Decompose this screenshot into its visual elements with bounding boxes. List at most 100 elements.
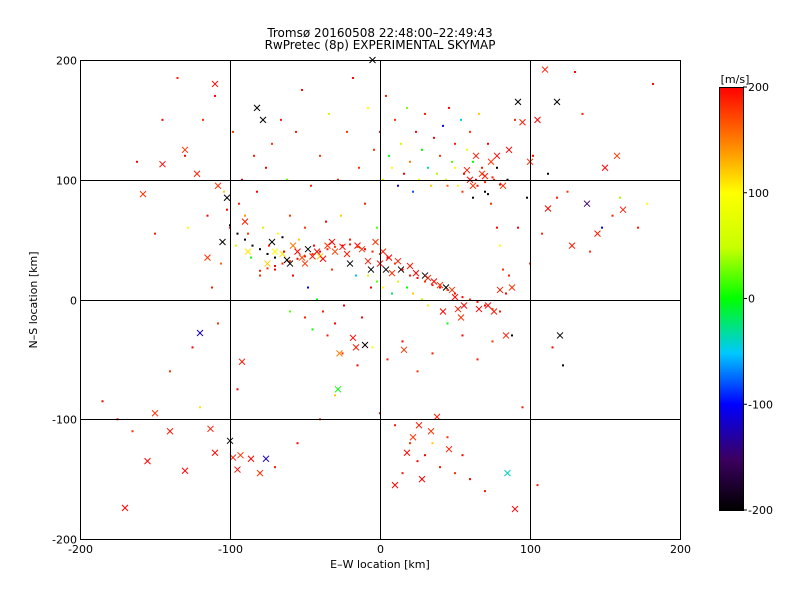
data-point-dot — [401, 268, 404, 271]
data-point-dot — [416, 276, 419, 279]
data-point-x — [583, 200, 591, 208]
data-point-x — [336, 350, 343, 357]
data-point-dot — [439, 286, 441, 289]
data-point-x — [544, 205, 552, 212]
data-point-x — [204, 254, 211, 261]
data-point-dot — [409, 442, 411, 445]
data-point-dot — [355, 274, 357, 277]
data-point-dot — [289, 260, 291, 263]
data-point-x — [207, 425, 214, 433]
data-point-x — [412, 269, 420, 277]
data-point-dot — [386, 358, 389, 361]
data-point-dot — [236, 232, 239, 235]
data-point-dot — [391, 292, 393, 295]
data-point-dot — [511, 334, 513, 337]
data-point-dot — [532, 154, 534, 157]
data-point-x — [568, 242, 576, 249]
data-point-dot — [370, 286, 372, 289]
data-point-dot — [430, 184, 432, 187]
data-point-dot — [466, 148, 468, 151]
data-point-dot — [493, 178, 495, 181]
data-point-dot — [499, 310, 501, 313]
data-point-dot — [397, 184, 399, 187]
data-point-dot — [311, 328, 314, 331]
data-point-x — [553, 98, 561, 106]
data-point-x — [328, 238, 336, 246]
data-point-dot — [547, 172, 549, 175]
data-point-dot — [274, 264, 276, 267]
colorbar-label: [m/s] — [721, 73, 750, 86]
data-point-dot — [199, 406, 201, 409]
data-point-dot — [394, 424, 396, 427]
data-point-dot — [349, 238, 351, 241]
data-point-dot — [271, 142, 273, 145]
data-point-dot — [376, 226, 378, 229]
data-point-x — [259, 116, 267, 124]
data-point-dot — [490, 202, 492, 205]
data-point-x — [382, 266, 390, 273]
data-point-x — [253, 104, 261, 112]
data-point-dot — [445, 178, 447, 181]
data-point-dot — [259, 248, 261, 251]
data-point-x — [427, 427, 435, 435]
data-point-dot — [406, 106, 408, 109]
data-point-dot — [304, 316, 306, 319]
data-point-dot — [217, 322, 219, 325]
data-point-dot — [403, 172, 405, 175]
data-point-dot — [346, 130, 348, 133]
data-point-x — [234, 466, 241, 473]
data-point-dot — [652, 82, 654, 85]
data-point-x — [159, 160, 166, 168]
y-tick-label: -100 — [52, 414, 77, 427]
data-point-dot — [463, 172, 465, 175]
data-point-dot — [266, 252, 269, 255]
data-point-x — [256, 469, 264, 477]
data-point-dot — [484, 304, 486, 307]
data-point-dot — [439, 154, 441, 157]
data-point-dot — [451, 160, 453, 163]
data-point-dot — [611, 214, 614, 217]
data-point-x — [601, 164, 609, 172]
data-point-dot — [491, 176, 494, 179]
data-point-dot — [461, 296, 464, 299]
y-tick-label: 0 — [70, 295, 77, 308]
data-point-dot — [232, 130, 234, 133]
data-point-dot — [536, 484, 539, 487]
data-point-dot — [266, 267, 269, 270]
data-point-dot — [431, 352, 434, 355]
data-point-dot — [214, 94, 216, 97]
data-point-x — [361, 341, 369, 349]
data-point-x — [241, 218, 249, 226]
data-point-x — [484, 302, 492, 309]
data-point-dot — [356, 364, 359, 367]
data-point-x — [294, 248, 301, 255]
data-point-dot — [364, 248, 366, 251]
data-point-dot — [319, 250, 321, 253]
data-point-dot — [394, 262, 396, 265]
data-point-x — [439, 308, 447, 315]
data-point-dot — [206, 214, 209, 217]
data-point-x — [385, 254, 393, 261]
data-point-x — [151, 409, 159, 417]
data-point-dot — [421, 298, 423, 301]
data-point-dot — [277, 232, 279, 235]
data-point-x — [364, 257, 372, 265]
data-point-dot — [292, 274, 294, 277]
data-point-x — [388, 269, 396, 277]
data-point-dot — [619, 196, 621, 199]
data-point-dot — [442, 124, 444, 127]
data-point-dot — [589, 250, 591, 253]
data-point-dot — [334, 322, 336, 325]
data-point-dot — [416, 460, 419, 463]
data-point-x — [556, 332, 564, 339]
data-point-x — [271, 248, 279, 255]
data-point-dot — [289, 310, 291, 313]
data-point-dot — [241, 178, 243, 181]
data-point-x — [268, 238, 276, 246]
data-point-dot — [412, 190, 414, 193]
data-point-x — [424, 274, 432, 282]
data-point-dot — [343, 304, 345, 307]
data-point-dot — [352, 76, 354, 79]
data-point-dot — [169, 370, 171, 373]
data-point-x — [346, 260, 354, 267]
